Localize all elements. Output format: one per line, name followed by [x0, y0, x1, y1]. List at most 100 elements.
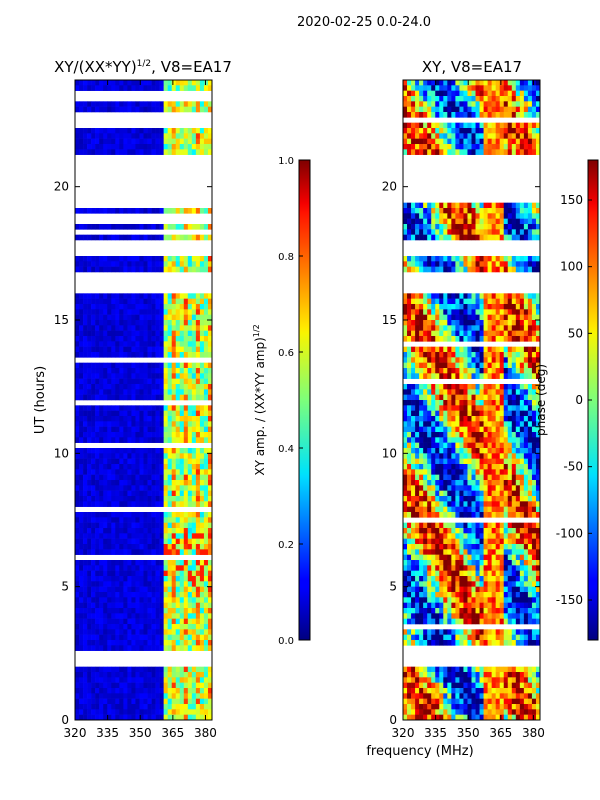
heatmap-cell: [155, 474, 160, 481]
heatmap-cell: [207, 714, 213, 721]
heatmap-cell: [535, 304, 541, 310]
heatmap-cell: [115, 634, 120, 641]
heatmap-cell: [439, 96, 444, 102]
heatmap-cell: [171, 549, 177, 555]
heatmap-cell: [199, 512, 205, 518]
heatmap-cell: [139, 586, 144, 593]
heatmap-cell: [471, 85, 476, 91]
heatmap-cell: [191, 325, 197, 331]
heatmap-cell: [191, 682, 197, 689]
heatmap-cell: [527, 101, 533, 107]
heatmap-cell: [523, 400, 529, 406]
heatmap-cell: [115, 394, 120, 401]
heatmap-cell: [403, 410, 408, 417]
heatmap-cell: [507, 256, 513, 262]
heatmap-cell: [99, 341, 104, 347]
heatmap-cell: [155, 309, 160, 315]
heatmap-cell: [407, 320, 412, 326]
y-tick-label: 15: [54, 313, 69, 327]
heatmap-cell: [407, 485, 412, 491]
heatmap-cell: [95, 421, 100, 427]
heatmap-cell: [427, 149, 432, 155]
heatmap-cell: [199, 618, 205, 625]
heatmap-cell: [127, 256, 132, 262]
heatmap-cell: [187, 581, 193, 587]
heatmap-cell: [467, 400, 472, 406]
heatmap-cell: [195, 373, 201, 379]
heatmap-cell: [471, 224, 476, 230]
heatmap-cell: [507, 416, 513, 422]
heatmap-cell: [103, 416, 108, 422]
heatmap-cell: [415, 112, 420, 118]
heatmap-cell: [111, 149, 116, 155]
heatmap-cell: [507, 208, 513, 214]
heatmap-cell: [411, 314, 416, 321]
heatmap-cell: [107, 330, 112, 337]
heatmap-cell: [171, 416, 177, 422]
heatmap-cell: [471, 128, 476, 134]
heatmap-cell: [443, 85, 448, 91]
heatmap-cell: [75, 410, 80, 417]
heatmap-cell: [123, 224, 128, 230]
heatmap-cell: [491, 256, 496, 262]
heatmap-cell: [75, 565, 80, 571]
heatmap-cell: [87, 298, 92, 305]
heatmap-cell: [75, 437, 80, 443]
heatmap-cell: [443, 293, 448, 299]
heatmap-cell: [135, 565, 140, 571]
heatmap-cell: [515, 426, 521, 433]
heatmap-cell: [151, 416, 156, 422]
heatmap-cell: [107, 629, 112, 635]
heatmap-cell: [175, 517, 181, 523]
heatmap-cell: [403, 128, 408, 134]
heatmap-cell: [91, 698, 96, 705]
heatmap-cell: [515, 362, 521, 369]
heatmap-cell: [203, 474, 209, 481]
heatmap-cell: [463, 256, 468, 262]
heatmap-cell: [511, 458, 517, 465]
heatmap-cell: [167, 426, 173, 433]
heatmap-cell: [415, 432, 420, 438]
heatmap-cell: [499, 304, 505, 310]
heatmap-cell: [207, 597, 213, 603]
heatmap-cell: [523, 474, 529, 481]
heatmap-cell: [407, 213, 412, 219]
heatmap-cell: [95, 309, 100, 315]
heatmap-cell: [407, 474, 412, 481]
heatmap-cell: [135, 341, 140, 347]
heatmap-cell: [131, 704, 136, 710]
heatmap-cell: [511, 400, 517, 406]
heatmap-cell: [187, 576, 193, 582]
heatmap-cell: [403, 416, 408, 422]
heatmap-cell: [83, 309, 88, 315]
heatmap-cell: [147, 640, 152, 646]
heatmap-cell: [435, 133, 440, 139]
heatmap-cell: [131, 522, 136, 529]
heatmap-cell: [199, 704, 205, 710]
heatmap-cell: [419, 234, 424, 241]
heatmap-cell: [503, 256, 509, 262]
heatmap-cell: [411, 112, 416, 118]
heatmap-cell: [467, 485, 472, 491]
heatmap-cell: [519, 149, 525, 155]
heatmap-cell: [443, 469, 448, 475]
heatmap-cell: [431, 85, 436, 91]
heatmap-cell: [75, 570, 80, 577]
heatmap-cell: [83, 416, 88, 422]
heatmap-cell: [135, 602, 140, 609]
heatmap-cell: [483, 442, 488, 449]
heatmap-cell: [155, 266, 160, 273]
heatmap-cell: [439, 373, 444, 379]
heatmap-cell: [531, 208, 537, 214]
heatmap-cell: [531, 128, 537, 134]
heatmap-cell: [475, 224, 480, 230]
heatmap-cell: [199, 469, 205, 475]
heatmap-cell: [183, 341, 189, 347]
heatmap-cell: [483, 373, 488, 379]
heatmap-cell: [95, 394, 100, 401]
heatmap-cell: [439, 208, 444, 214]
heatmap-cell: [179, 138, 185, 145]
heatmap-cell: [527, 298, 533, 305]
heatmap-cell: [491, 96, 496, 102]
heatmap-cell: [499, 410, 505, 417]
